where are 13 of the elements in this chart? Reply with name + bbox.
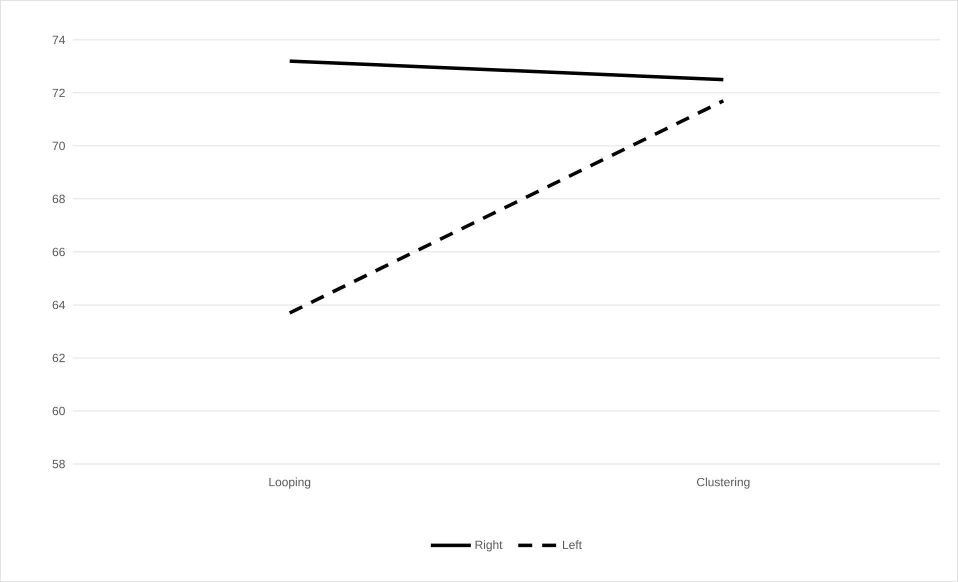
legend-label: Left: [562, 540, 582, 550]
y-tick-label: 70: [52, 142, 65, 150]
y-tick-label: 62: [52, 354, 65, 362]
x-tick-label: Clustering: [697, 478, 750, 489]
y-tick-label: 74: [52, 36, 66, 44]
y-tick-label: 66: [52, 248, 65, 256]
legend-label: Right: [476, 540, 502, 552]
y-tick-label: 68: [52, 194, 65, 204]
y-tick-label: 58: [52, 460, 65, 468]
x-tick-label: Looping: [269, 478, 310, 489]
y-tick-label: 64: [52, 300, 66, 310]
y-tick-label: 60: [52, 406, 65, 416]
y-tick-label: 72: [52, 88, 65, 98]
